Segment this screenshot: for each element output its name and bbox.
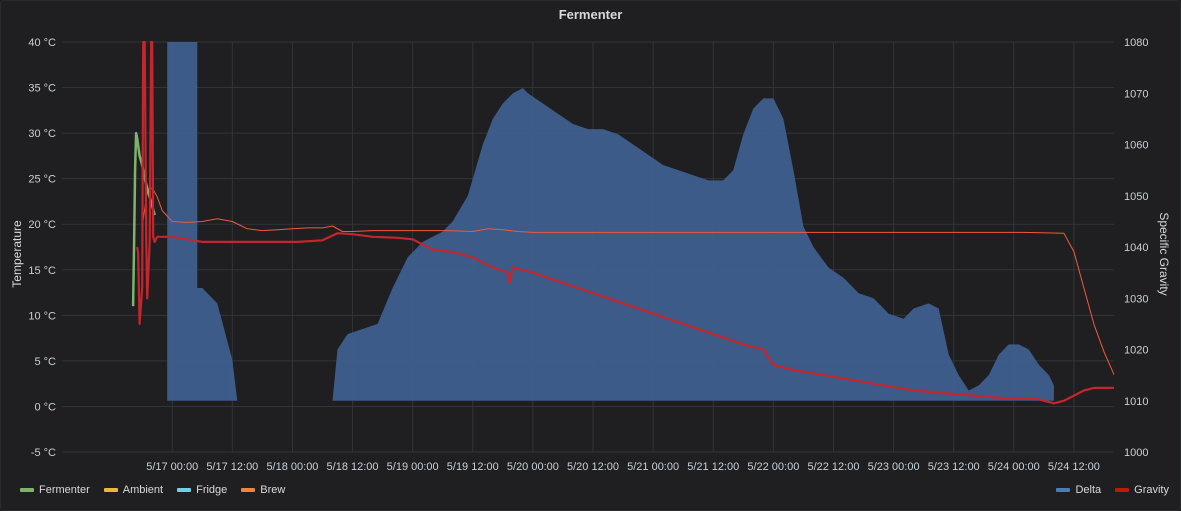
y-axis-right: 1000 1010 1020 1030 1040 1050 1060 1070 1080 bbox=[1124, 37, 1148, 459]
legend-item-ambient[interactable]: Ambient bbox=[103, 484, 164, 496]
y2-tick-label: 1070 bbox=[1124, 88, 1148, 100]
legend-item-fermenter[interactable]: Fermenter bbox=[20, 484, 90, 496]
legend-item-gravity[interactable]: Gravity bbox=[1115, 484, 1169, 496]
x-tick-label: 5/21 00:00 bbox=[627, 461, 679, 473]
x-tick-label: 5/24 12:00 bbox=[1048, 461, 1100, 473]
legend-right: Delta Gravity bbox=[1056, 484, 1169, 496]
y-tick-label: 0 °C bbox=[34, 401, 56, 413]
y2-tick-label: 1050 bbox=[1124, 191, 1148, 203]
y-tick-label: 10 °C bbox=[28, 310, 56, 322]
x-tick-label: 5/20 12:00 bbox=[567, 461, 619, 473]
x-tick-label: 5/23 12:00 bbox=[928, 461, 980, 473]
line-series bbox=[131, 40, 1115, 405]
series-brew-line[interactable] bbox=[141, 187, 1115, 375]
legend-swatch bbox=[1115, 488, 1130, 492]
x-tick-label: 5/19 00:00 bbox=[387, 461, 439, 473]
x-tick-label: 5/24 00:00 bbox=[988, 461, 1040, 473]
y2-tick-label: 1060 bbox=[1124, 140, 1148, 152]
legend-label: Ambient bbox=[122, 484, 164, 496]
y2-tick-label: 1020 bbox=[1124, 345, 1148, 357]
y2-axis-label: Specific Gravity bbox=[1157, 212, 1171, 295]
legend-item-brew[interactable]: Brew bbox=[241, 484, 285, 496]
y2-tick-label: 1000 bbox=[1124, 447, 1148, 459]
legend-item-fridge[interactable]: Fridge bbox=[177, 484, 227, 496]
y-axis-left: -5 °C 0 °C 5 °C 10 °C 15 °C 20 °C 25 °C 30 °C 35… bbox=[28, 37, 56, 459]
y2-tick-label: 1040 bbox=[1124, 242, 1148, 254]
series-gravity-line[interactable] bbox=[136, 40, 1114, 405]
legend-swatch bbox=[1056, 488, 1071, 492]
legend-label: Fermenter bbox=[39, 484, 90, 496]
legend-swatch bbox=[20, 488, 34, 492]
y2-tick-label: 1080 bbox=[1124, 37, 1148, 49]
y-tick-label: 15 °C bbox=[28, 265, 56, 277]
x-tick-label: 5/18 12:00 bbox=[327, 461, 379, 473]
legend-swatch bbox=[177, 488, 192, 492]
y-tick-label: 35 °C bbox=[28, 83, 56, 95]
y-tick-label: 25 °C bbox=[28, 174, 56, 186]
x-tick-label: 5/22 12:00 bbox=[807, 461, 859, 473]
legend-label: Fridge bbox=[196, 484, 228, 496]
y-tick-label: 5 °C bbox=[34, 356, 56, 368]
y2-tick-label: 1010 bbox=[1124, 396, 1148, 408]
y2-tick-label: 1030 bbox=[1124, 293, 1148, 305]
legend-item-delta[interactable]: Delta bbox=[1056, 484, 1101, 496]
series-delta-area[interactable] bbox=[167, 42, 1054, 401]
x-tick-label: 5/17 12:00 bbox=[206, 461, 258, 473]
x-tick-label: 5/19 12:00 bbox=[447, 461, 499, 473]
legend-swatch bbox=[103, 488, 118, 492]
y-tick-label: -5 °C bbox=[31, 447, 56, 459]
x-tick-label: 5/18 00:00 bbox=[266, 461, 318, 473]
y-axis-label: Temperature bbox=[10, 220, 24, 288]
x-tick-label: 5/21 12:00 bbox=[687, 461, 739, 473]
series-fermenter-line[interactable] bbox=[131, 131, 156, 307]
legend-label: Delta bbox=[1075, 484, 1102, 496]
y-tick-label: 30 °C bbox=[28, 128, 56, 140]
x-tick-label: 5/23 00:00 bbox=[868, 461, 920, 473]
panel-title[interactable]: Fermenter bbox=[558, 7, 623, 22]
x-tick-label: 5/22 00:00 bbox=[747, 461, 799, 473]
y-tick-label: 20 °C bbox=[28, 219, 56, 231]
legend-left: Fermenter Ambient Fridge Brew bbox=[20, 484, 285, 496]
legend-label: Brew bbox=[260, 484, 286, 496]
legend-label: Gravity bbox=[1134, 484, 1169, 496]
x-tick-label: 5/20 00:00 bbox=[507, 461, 559, 473]
y-tick-label: 40 °C bbox=[28, 37, 56, 49]
x-axis: 5/17 00:00 5/17 12:00 5/18 00:00 5/18 12:00… bbox=[146, 461, 1100, 473]
legend-swatch bbox=[241, 488, 256, 492]
area-series bbox=[167, 42, 1054, 401]
x-tick-label: 5/17 00:00 bbox=[146, 461, 198, 473]
